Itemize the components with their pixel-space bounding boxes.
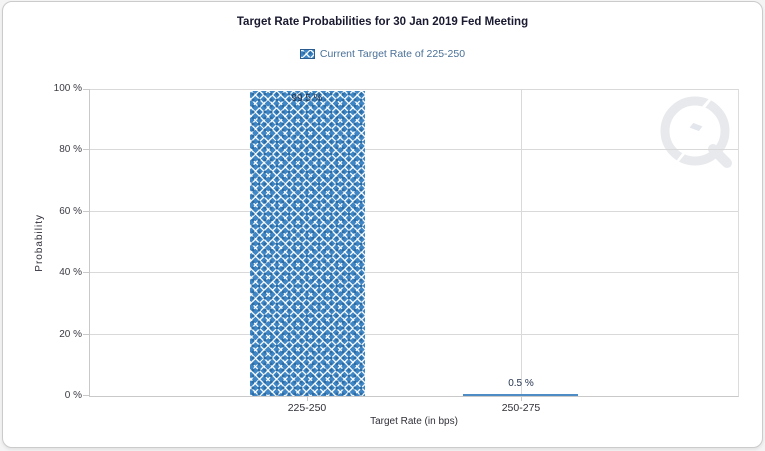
gridline-horizontal [90,210,738,212]
y-tick-label: 60 % [59,205,82,217]
x-tick-mark [307,397,308,401]
x-tick-label: 250-275 [501,402,541,414]
gridline-horizontal [90,272,738,274]
y-axis-title: Probability [31,89,47,396]
y-tick-label: 20 % [59,328,82,340]
bar-value-label: 99.5 % [291,93,323,104]
x-tick-mark [521,397,522,401]
legend: Current Target Rate of 225-250 [3,48,762,60]
bar-225-250 [250,91,365,396]
y-tick-mark [83,149,89,151]
y-tick-label: 80 % [59,144,82,156]
y-tick-label: 100 % [53,83,82,94]
legend-label: Current Target Rate of 225-250 [319,48,466,60]
y-axis-title-text: Probability [33,213,45,272]
bar-value-label: 0.5 % [508,378,534,389]
gridline-horizontal [90,149,738,151]
y-tick-mark [83,210,89,212]
gridline-horizontal [90,333,738,335]
plot-area: 99.5 % 0.5 % [83,84,739,401]
y-tick-mark [83,395,89,396]
y-tick-mark [83,89,89,90]
bar-250-275 [463,394,578,396]
y-tick-mark [83,272,89,274]
legend-swatch-icon [299,49,315,59]
x-tick-label: 225-250 [287,402,327,414]
y-tick-mark [83,333,89,335]
x-axis-title: Target Rate (in bps) [370,416,458,427]
y-tick-label: 40 % [59,267,82,279]
gridline-vertical [521,89,522,396]
gridline-horizontal [90,89,738,90]
chart-title: Target Rate Probabilities for 30 Jan 201… [236,16,529,28]
watermark-logo-icon [660,84,732,172]
y-tick-label: 0 % [64,390,82,401]
